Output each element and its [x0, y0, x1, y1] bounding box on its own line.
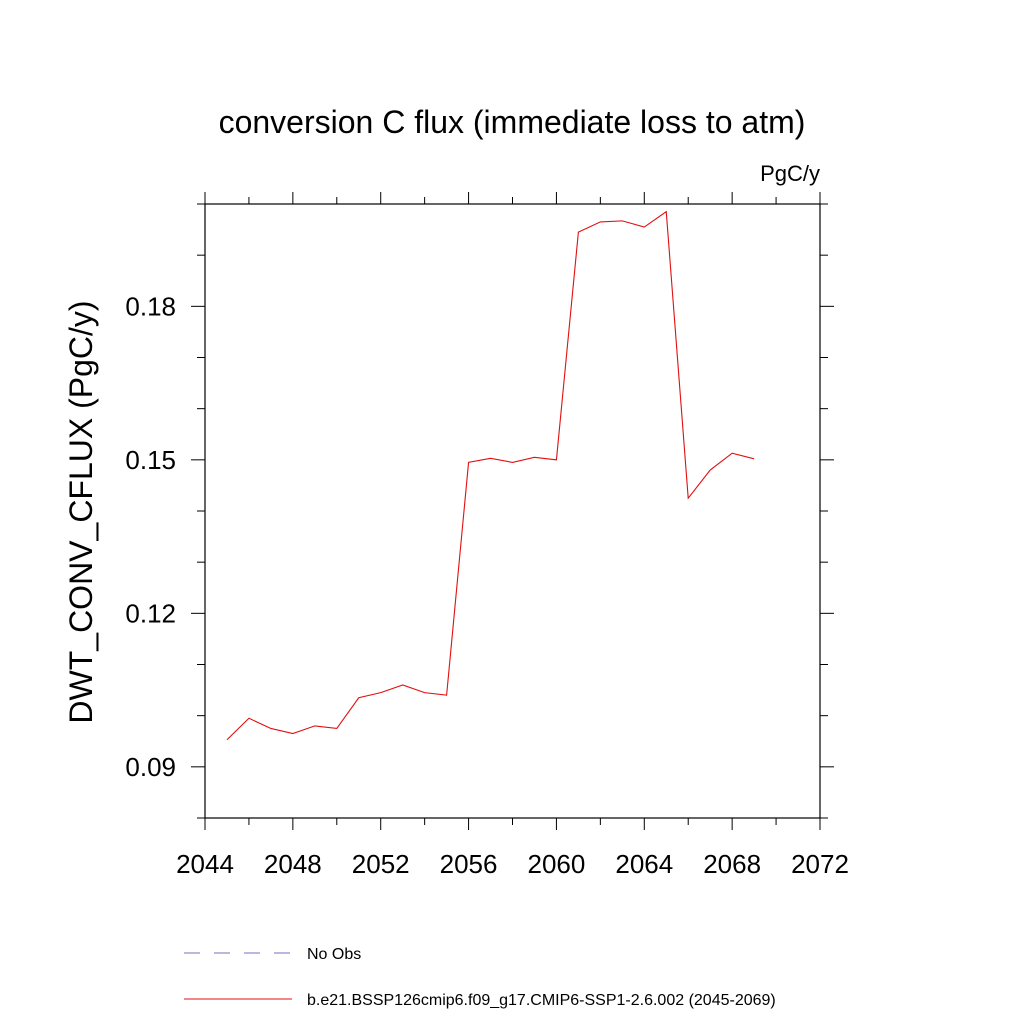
- axis-ticks: 2044 2048 2052 2056 2060 2064 2068 2072 0.09 0.12…: [125, 192, 849, 879]
- x-tick-label: 2044: [176, 849, 234, 879]
- x-tick-label: 2056: [440, 849, 498, 879]
- x-tick-label: 2064: [615, 849, 673, 879]
- y-axis-label: DWT_CONV_CFLUX (PgC/y): [63, 300, 99, 723]
- y-tick-label: 0.15: [125, 445, 176, 475]
- plot-area: [226, 210, 755, 741]
- x-tick-label: 2060: [528, 849, 586, 879]
- series-line: [226, 210, 755, 741]
- x-tick-label: 2048: [264, 849, 322, 879]
- chart-title: conversion C flux (immediate loss to atm…: [219, 104, 806, 140]
- x-tick-label: 2072: [791, 849, 849, 879]
- units-label: PgC/y: [760, 161, 820, 186]
- legend-entry-label: No Obs: [307, 946, 361, 963]
- x-tick-label: 2068: [703, 849, 761, 879]
- y-tick-label: 0.09: [125, 752, 176, 782]
- legend-entry-label: b.e21.BSSP126cmip6.f09_g17.CMIP6-SSP1-2.…: [307, 992, 776, 1009]
- plot-frame: [204, 203, 821, 819]
- y-tick-label: 0.12: [125, 598, 176, 628]
- legend: No Obs b.e21.BSSP126cmip6.f09_g17.CMIP6-S…: [184, 946, 776, 1009]
- y-tick-label: 0.18: [125, 291, 176, 321]
- x-tick-label: 2052: [352, 849, 410, 879]
